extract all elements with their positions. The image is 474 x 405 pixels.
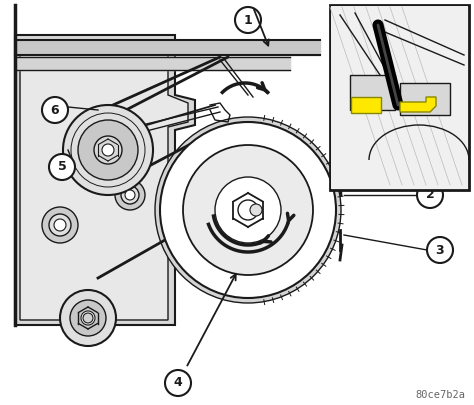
Bar xyxy=(331,6,468,189)
Circle shape xyxy=(102,144,114,156)
Text: 80ce7b2a: 80ce7b2a xyxy=(415,390,465,400)
Circle shape xyxy=(94,136,122,164)
Circle shape xyxy=(49,214,71,236)
Text: 5: 5 xyxy=(58,160,66,173)
Text: 3: 3 xyxy=(436,243,444,256)
Circle shape xyxy=(42,97,68,123)
Circle shape xyxy=(250,204,262,216)
Circle shape xyxy=(121,186,139,204)
Circle shape xyxy=(83,313,93,323)
Bar xyxy=(400,83,450,115)
Circle shape xyxy=(125,190,135,200)
Polygon shape xyxy=(20,40,188,320)
Circle shape xyxy=(63,105,153,195)
Text: 4: 4 xyxy=(173,377,182,390)
Circle shape xyxy=(427,237,453,263)
Circle shape xyxy=(78,120,138,180)
Circle shape xyxy=(49,154,75,180)
Polygon shape xyxy=(15,35,195,325)
Circle shape xyxy=(235,7,261,33)
Circle shape xyxy=(417,182,443,208)
Circle shape xyxy=(238,200,258,220)
Polygon shape xyxy=(400,97,436,112)
Circle shape xyxy=(215,177,281,243)
Text: 6: 6 xyxy=(51,104,59,117)
Circle shape xyxy=(60,290,116,346)
FancyBboxPatch shape xyxy=(351,97,381,113)
Circle shape xyxy=(70,300,106,336)
Circle shape xyxy=(183,145,313,275)
Circle shape xyxy=(42,207,78,243)
Circle shape xyxy=(155,117,341,303)
Circle shape xyxy=(81,311,95,325)
Circle shape xyxy=(165,370,191,396)
Circle shape xyxy=(115,180,145,210)
Text: 2: 2 xyxy=(426,188,434,202)
Circle shape xyxy=(160,122,336,298)
Circle shape xyxy=(54,219,66,231)
Text: 1: 1 xyxy=(244,13,252,26)
Bar xyxy=(350,75,395,110)
Bar xyxy=(330,5,469,190)
